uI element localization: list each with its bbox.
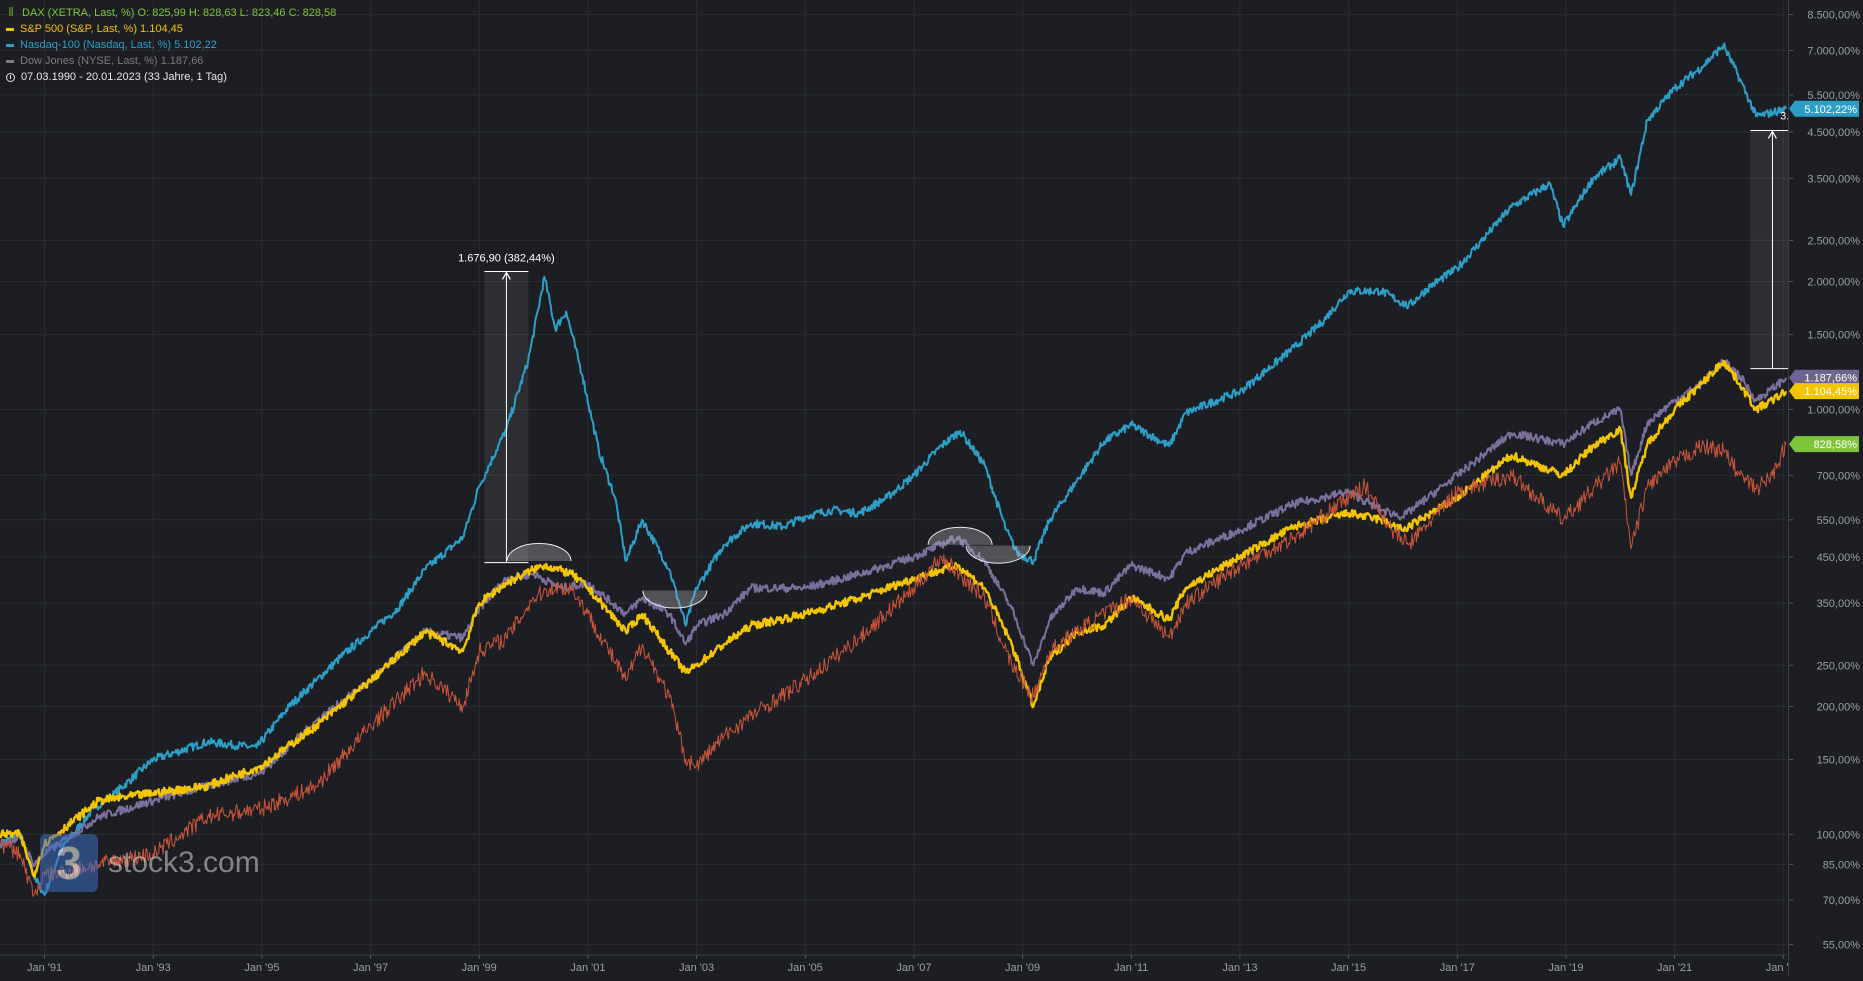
- x-tick-label: Jan '19: [1548, 962, 1583, 974]
- y-tick-label: 85,00%: [1823, 859, 1861, 871]
- y-tick-label: 1.000,00%: [1807, 404, 1860, 416]
- legend-label-sp500: S&P 500 (S&P, Last, %) 1.104,45: [20, 23, 183, 35]
- price-tag-label: 1.187,66%: [1804, 373, 1857, 385]
- y-tick-label: 250,00%: [1817, 660, 1861, 672]
- y-axis-panel[interactable]: 8.500,00% 7.000,00% 5.500,00% 4.500,00% 3.50…: [1788, 0, 1863, 976]
- arc-bottom-marker: [965, 545, 1031, 564]
- stock3-logo-icon: 3: [40, 834, 98, 892]
- arc-top-marker: [506, 542, 572, 561]
- x-tick-label: Jan '05: [788, 962, 823, 974]
- legend-label-nasdaq: Nasdaq-100 (Nasdaq, Last, %) 5.102,22: [20, 39, 217, 51]
- y-tick-label: 1.500,00%: [1807, 330, 1860, 342]
- legend-item-dowjones[interactable]: Dow Jones (NYSE, Last, %) 1.187,66: [6, 53, 336, 69]
- range-label: 1.676,90 (382,44%): [458, 252, 555, 264]
- y-tick-label: 3.500,00%: [1807, 173, 1860, 185]
- price-tag-label: 5.102,22%: [1804, 104, 1857, 116]
- x-tick-label: Jan '03: [679, 962, 714, 974]
- price-tag-label: 1.104,45%: [1804, 386, 1857, 398]
- x-tick-label: Jan '15: [1331, 962, 1366, 974]
- x-axis: Jan '91 Jan '93 Jan '95 Jan '97 Jan '99 Jan '…: [0, 954, 1801, 974]
- y-tick-label: 200,00%: [1817, 701, 1861, 713]
- price-tag: [1789, 383, 1859, 400]
- annotation-marks: 1.676,90 (382,44%)3.289,36 (263,46%)??: [458, 110, 1863, 609]
- x-tick-label: Jan '01: [570, 962, 605, 974]
- legend-item-nasdaq[interactable]: Nasdaq-100 (Nasdaq, Last, %) 5.102,22: [6, 37, 336, 53]
- dowjones-swatch-icon: [6, 59, 14, 63]
- x-tick-label: Jan '93: [136, 962, 171, 974]
- y-tick-label: 150,00%: [1817, 755, 1861, 767]
- y-tick-label: 2.500,00%: [1807, 235, 1860, 247]
- y-tick-label: 100,00%: [1817, 829, 1861, 841]
- sp500-swatch-icon: [6, 27, 14, 31]
- arc-bottom-marker: [642, 590, 708, 609]
- candlestick-icon: ⫼: [8, 7, 14, 18]
- x-tick-label: Jan '11: [1114, 962, 1148, 974]
- watermark: 3 stock3.com: [40, 834, 260, 892]
- series-lines: [0, 42, 1788, 897]
- x-tick-label: Jan '95: [244, 962, 279, 974]
- arrow-head-icon: [501, 271, 511, 280]
- y-tick-label: 7.000,00%: [1807, 45, 1860, 57]
- y-tick-label: 700,00%: [1817, 470, 1861, 482]
- date-range: 07.03.1990 - 20.01.2023 (33 Jahre, 1 Tag…: [6, 69, 336, 85]
- x-tick-label: Jan '99: [462, 962, 497, 974]
- y-tick-label: 5.500,00%: [1807, 90, 1860, 102]
- y-tick-label: 2.000,00%: [1807, 277, 1860, 289]
- y-tick-label: 70,00%: [1823, 895, 1861, 907]
- y-tick-label: 8.500,00%: [1807, 10, 1860, 22]
- y-tick-label: 4.500,00%: [1807, 127, 1860, 139]
- y-tick-label: 55,00%: [1823, 940, 1861, 952]
- price-tag: [1789, 436, 1859, 453]
- y-tick-label: 550,00%: [1817, 515, 1861, 527]
- series-line-s-p-500: [0, 359, 1788, 879]
- x-tick-label: Jan '91: [27, 962, 62, 974]
- x-tick-label: Jan '97: [353, 962, 388, 974]
- date-range-label: 07.03.1990 - 20.01.2023 (33 Jahre, 1 Tag…: [21, 71, 227, 83]
- x-tick-label: Jan '17: [1440, 962, 1475, 974]
- legend-label-dax: DAX (XETRA, Last, %) O: 825,99 H: 828,63…: [22, 7, 337, 19]
- annotation-shades: [484, 130, 1795, 563]
- legend: ⫼ DAX (XETRA, Last, %) O: 825,99 H: 828,…: [6, 5, 336, 85]
- grid: [0, 0, 1786, 955]
- price-tag-label: 828,58%: [1814, 439, 1858, 451]
- x-tick-label: Jan '21: [1657, 962, 1692, 974]
- watermark-text: stock3.com: [108, 846, 260, 879]
- price-tag: [1789, 100, 1859, 117]
- x-tick-label: Jan '09: [1005, 962, 1040, 974]
- arc-top-marker: [927, 526, 993, 545]
- legend-item-dax[interactable]: ⫼ DAX (XETRA, Last, %) O: 825,99 H: 828,…: [6, 5, 337, 21]
- series-line-dax: [0, 438, 1787, 897]
- x-tick-label: Jan '13: [1222, 962, 1257, 974]
- nasdaq-swatch-icon: [6, 43, 14, 47]
- y-tick-label: 450,00%: [1817, 552, 1861, 564]
- clock-icon: [6, 72, 15, 82]
- arrow-head-icon: [1767, 130, 1777, 139]
- x-tick-label: Jan '07: [896, 962, 931, 974]
- legend-item-sp500[interactable]: S&P 500 (S&P, Last, %) 1.104,45: [6, 21, 336, 37]
- series-line-dow-jones: [0, 358, 1787, 868]
- y-tick-label: 350,00%: [1817, 598, 1861, 610]
- series-line-nasdaq-100: [0, 42, 1787, 896]
- legend-label-dowjones: Dow Jones (NYSE, Last, %) 1.187,66: [20, 55, 204, 67]
- price-tag: [1789, 369, 1859, 386]
